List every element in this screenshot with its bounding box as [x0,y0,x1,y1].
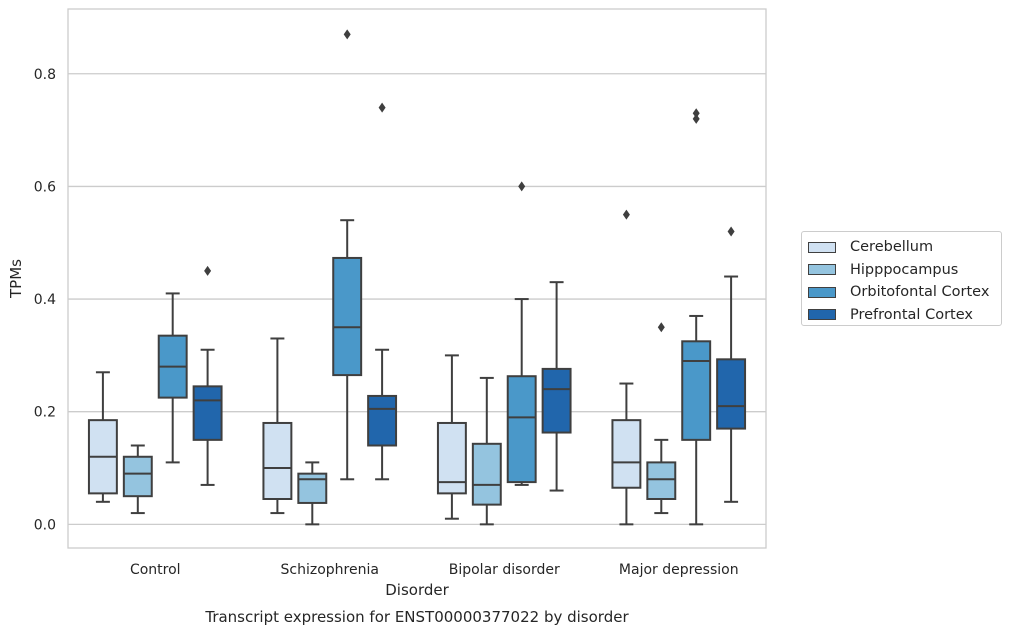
box-hipppocampus-1 [297,461,328,526]
box-hipppocampus-3 [646,322,677,515]
outlier-point [657,322,665,333]
iqr-box [681,340,712,441]
legend-swatch [808,286,836,298]
iqr-box [611,419,642,489]
outlier-point [204,265,212,276]
y-tick-label: 0.8 [34,67,56,83]
legend-label: Cerebellum [850,239,934,256]
box-hipppocampus-2 [471,376,502,526]
iqr-box [646,461,677,501]
box-orbitofontal-cortex-1 [332,29,363,481]
gridlines [68,73,766,525]
box-orbitofontal-cortex-3 [681,108,712,526]
box-marks [87,29,747,526]
legend-label: Orbitofontal Cortex [850,284,990,301]
legend-item: Orbitofontal Cortex [808,281,1001,304]
iqr-box [297,472,328,504]
iqr-box [262,421,293,500]
legend-item: Hipppocampus [808,259,1001,282]
y-tick-label: 0.4 [34,292,56,308]
legend-item: Prefrontal Cortex [808,304,1001,327]
y-tick-label: 0.2 [34,405,56,421]
chart-title: Transcript expression for ENST0000037702… [204,608,629,626]
outlier-point [727,226,735,237]
y-axis-label: TPMs [7,259,25,299]
x-tick-label: Bipolar disorder [449,562,560,578]
box-cerebellum-1 [262,337,293,515]
box-cerebellum-2 [436,354,467,520]
iqr-box [541,367,572,434]
iqr-box [471,442,502,506]
iqr-box [367,394,398,447]
legend-swatch [808,241,836,253]
box-cerebellum-3 [611,209,642,526]
box-prefrontal-cortex-2 [541,281,572,492]
plot-area-frame [67,8,767,549]
y-tick-label: 0.6 [34,179,56,195]
x-axis-label: Disorder [385,581,449,599]
chart-legend: Cerebellum Hipppocampus Orbitofontal Corte… [801,231,1002,326]
outlier-point [378,102,386,113]
iqr-box [716,358,747,430]
outlier-point [622,209,630,220]
iqr-box [122,455,153,498]
box-orbitofontal-cortex-2 [506,181,537,486]
legend-swatch [808,309,836,321]
legend-item: Cerebellum [808,236,1001,259]
outlier-point [518,181,526,192]
legend-label: Prefrontal Cortex [850,306,973,323]
y-tick-label: 0.0 [34,517,56,533]
box-prefrontal-cortex-3 [716,226,747,503]
box-hipppocampus-0 [122,444,153,515]
box-orbitofontal-cortex-0 [157,292,188,464]
outlier-point [343,29,351,40]
legend-swatch [808,264,836,276]
iqr-box [192,385,223,441]
box-prefrontal-cortex-0 [192,265,223,486]
x-tick-label: Major depression [619,562,739,578]
x-axis-ticks: Control Schizophrenia Bipolar disorder Majo… [130,562,739,578]
x-tick-label: Control [130,562,181,578]
outlier-point [692,113,700,124]
iqr-box [332,256,363,377]
iqr-box [506,375,537,484]
legend-label: Hipppocampus [850,261,959,278]
x-tick-label: Schizophrenia [281,562,379,578]
box-prefrontal-cortex-1 [367,102,398,481]
outlier-point [692,108,700,119]
box-cerebellum-0 [87,371,118,503]
y-axis-ticks: 0.0 0.2 0.4 0.6 0.8 [34,67,56,534]
